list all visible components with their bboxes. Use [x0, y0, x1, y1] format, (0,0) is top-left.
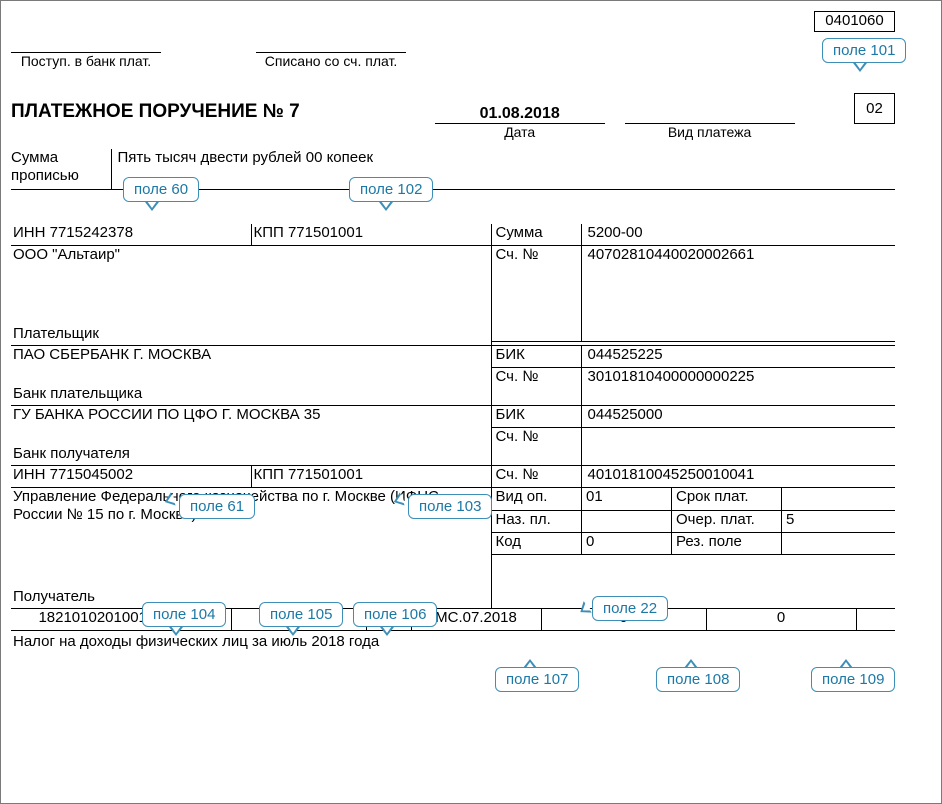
payer-name: ООО "Альтаир"	[13, 246, 491, 264]
sum-words-label2: прописью	[11, 167, 107, 185]
sum-words-label1: Сумма	[11, 149, 107, 167]
recip-inn-label: ИНН	[13, 466, 50, 483]
callout-107: поле 107	[495, 667, 579, 692]
payer-acct: 40702810440020002661	[581, 246, 895, 342]
naz-pl-label: Наз. пл.	[492, 510, 582, 532]
callout-103: поле 103	[408, 494, 492, 519]
payer-bank-role-label: Банк плательщика	[13, 385, 142, 403]
naz-pl-value	[582, 510, 672, 532]
callout-22: поле 22	[592, 596, 668, 621]
callout-101: поле 101	[822, 38, 906, 63]
payer-kpp: 771501001	[288, 224, 363, 241]
written-off-label: Списано со сч. плат.	[256, 52, 406, 69]
callout-104: поле 104	[142, 602, 226, 627]
ocher-value: 5	[782, 510, 896, 532]
payment-type-label: Вид платежа	[625, 124, 795, 141]
callout-106: поле 106	[353, 602, 437, 627]
vid-op-label: Вид оп.	[492, 488, 582, 510]
payer-bank-name: ПАО СБЕРБАНК Г. МОСКВА	[13, 346, 491, 364]
callout-102: поле 102	[349, 177, 433, 202]
ocher-label: Очер. плат.	[672, 510, 782, 532]
payer-bank-bik: 044525225	[581, 346, 895, 368]
recip-bank-acct-label: Сч. №	[491, 428, 581, 466]
recip-bank-acct	[581, 428, 895, 466]
recip-bank-role-label: Банк получателя	[13, 445, 130, 463]
callout-109: поле 109	[811, 667, 895, 692]
document-title: ПЛАТЕЖНОЕ ПОРУЧЕНИЕ № 7	[11, 94, 415, 124]
recip-role-label: Получатель	[13, 588, 95, 606]
payer-kpp-label: КПП	[254, 224, 288, 241]
received-bank-label: Поступ. в банк плат.	[11, 52, 161, 69]
rez-value	[782, 532, 896, 554]
rez-label: Рез. поле	[672, 532, 782, 554]
srok-value	[782, 488, 896, 510]
date-label: Дата	[435, 124, 605, 141]
vid-op-value: 01	[582, 488, 672, 510]
document-date: 01.08.2018	[435, 94, 605, 124]
recip-acct: 40101810045250010041	[581, 466, 895, 488]
field-109: 0	[706, 608, 856, 630]
callout-61: поле 61	[179, 494, 255, 519]
payment-type-field	[625, 94, 795, 124]
callout-105: поле 105	[259, 602, 343, 627]
callout-108: поле 108	[656, 667, 740, 692]
payer-acct-label: Сч. №	[491, 246, 581, 342]
recip-acct-label: Сч. №	[491, 466, 581, 488]
field-110	[856, 608, 895, 630]
payer-bank-acct: 30101810400000000225	[581, 368, 895, 406]
field-101: 02	[854, 94, 894, 124]
payment-purpose: Налог на доходы физических лиц за июль 2…	[11, 631, 895, 653]
sum-label: Сумма	[491, 224, 581, 246]
form-code: 0401060	[815, 12, 895, 32]
callout-60: поле 60	[123, 177, 199, 202]
recip-bank-name: ГУ БАНКА РОССИИ ПО ЦФО Г. МОСКВА 35	[13, 406, 491, 424]
payer-inn-label: ИНН	[13, 224, 50, 241]
srok-label: Срок плат.	[672, 488, 782, 510]
document-scroll-container[interactable]: 0401060 Поступ. в банк плат. Списано со …	[1, 1, 941, 803]
kod-value: 0	[582, 532, 672, 554]
recip-bank-bik: 044525000	[581, 406, 895, 428]
received-bank-field	[11, 32, 161, 52]
payer-bank-bik-label: БИК	[491, 346, 581, 368]
recip-kpp-label: КПП	[254, 466, 288, 483]
sum-value: 5200-00	[581, 224, 895, 246]
payer-bank-acct-label: Сч. №	[491, 368, 581, 406]
payer-inn: 7715242378	[50, 224, 133, 241]
payment-order-document: 0401060 Поступ. в банк плат. Списано со …	[1, 1, 921, 683]
recip-kpp: 771501001	[288, 466, 363, 483]
written-off-field	[256, 32, 406, 52]
sum-words-text: Пять тысяч двести рублей 00 копеек	[111, 149, 895, 189]
recip-bank-bik-label: БИК	[491, 406, 581, 428]
recip-inn: 7715045002	[50, 466, 133, 483]
payer-role-label: Плательщик	[13, 325, 99, 343]
kod-label: Код	[492, 532, 582, 554]
